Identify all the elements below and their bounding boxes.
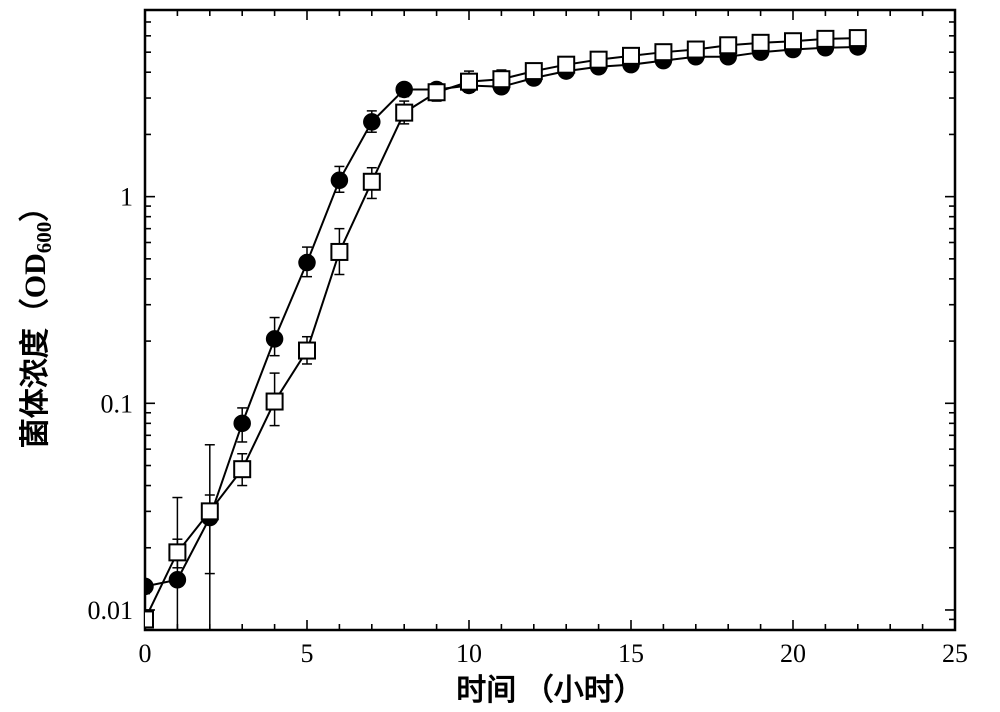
series-line — [145, 38, 858, 619]
y-tick-label: 0.1 — [101, 389, 134, 418]
marker-square-open — [169, 544, 185, 560]
x-tick-label: 0 — [139, 639, 152, 668]
marker-circle-filled — [299, 255, 315, 271]
y-tick-label: 0.01 — [88, 596, 134, 625]
marker-square-open — [850, 30, 866, 46]
marker-circle-filled — [169, 572, 185, 588]
marker-square-open — [558, 57, 574, 73]
marker-square-open — [396, 105, 412, 121]
x-axis-label: 时间 （小时） — [456, 673, 644, 707]
marker-square-open — [331, 244, 347, 260]
marker-square-open — [493, 71, 509, 87]
marker-square-open — [688, 42, 704, 58]
filled-circle-series — [137, 39, 866, 656]
marker-square-open — [364, 174, 380, 190]
marker-circle-filled — [267, 331, 283, 347]
marker-circle-filled — [137, 578, 153, 594]
marker-square-open — [299, 343, 315, 359]
marker-square-open — [202, 503, 218, 519]
x-tick-label: 20 — [780, 639, 806, 668]
marker-circle-filled — [234, 415, 250, 431]
marker-square-open — [785, 33, 801, 49]
chart-canvas: 0 5 10 15 20 25 0.01 0.1 1 时间 （小时） 菌体浓度（OD600） — [0, 0, 1000, 712]
marker-square-open — [267, 394, 283, 410]
marker-square-open — [526, 63, 542, 79]
x-tick-label: 15 — [618, 639, 644, 668]
series-line — [145, 47, 858, 586]
x-tick-label: 10 — [456, 639, 482, 668]
marker-square-open — [655, 44, 671, 60]
x-tick-label: 5 — [301, 639, 314, 668]
y-axis-label: 菌体浓度（OD600） — [18, 192, 56, 449]
marker-square-open — [234, 461, 250, 477]
marker-square-open — [461, 74, 477, 90]
marker-square-open — [623, 48, 639, 64]
y-tick-label: 1 — [120, 183, 133, 212]
marker-square-open — [720, 37, 736, 53]
open-square-series — [137, 30, 866, 627]
marker-square-open — [591, 52, 607, 68]
marker-circle-filled — [396, 81, 412, 97]
x-tick-label: 25 — [942, 639, 968, 668]
marker-square-open — [817, 31, 833, 47]
marker-circle-filled — [364, 114, 380, 130]
marker-circle-filled — [331, 172, 347, 188]
marker-square-open — [429, 84, 445, 100]
marker-square-open — [753, 35, 769, 51]
growth-curve-chart: 0 5 10 15 20 25 0.01 0.1 1 时间 （小时） 菌体浓度（OD600） — [0, 0, 1000, 712]
marker-square-open — [137, 611, 153, 627]
